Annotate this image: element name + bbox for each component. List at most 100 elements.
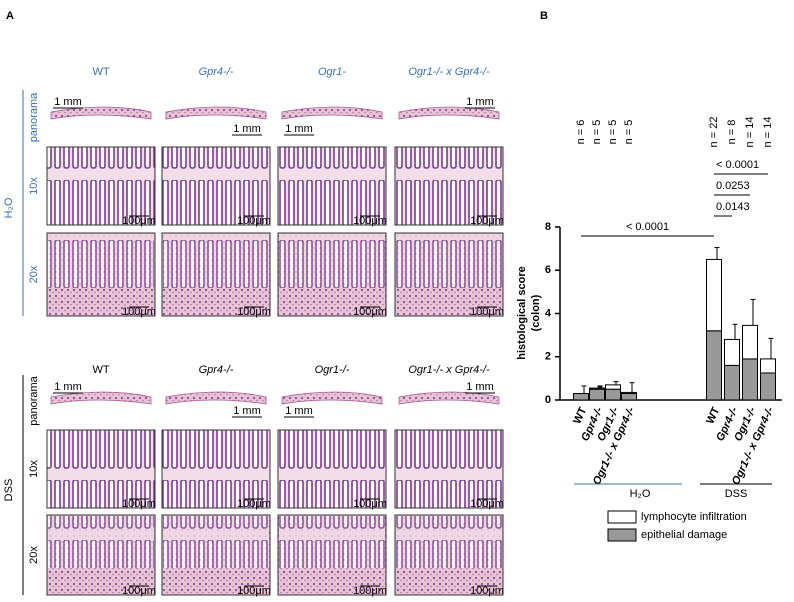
bar-segment bbox=[760, 372, 776, 401]
panorama-image bbox=[50, 106, 152, 120]
column-header: Gpr4-/- bbox=[199, 66, 234, 78]
scale-label: 100μm bbox=[237, 306, 271, 318]
panorama-image bbox=[165, 391, 267, 405]
n-label: n = 14 bbox=[744, 117, 756, 148]
bar-segment bbox=[724, 364, 740, 401]
scale-label: 100μm bbox=[470, 585, 504, 597]
bar-segment bbox=[724, 338, 740, 366]
n-label: n = 5 bbox=[591, 120, 603, 145]
scale-label: 100μm bbox=[470, 306, 504, 318]
panorama-image bbox=[398, 391, 500, 405]
legend-label: lymphocyte infiltration bbox=[641, 511, 747, 523]
n-label: n = 8 bbox=[726, 120, 738, 145]
n-label: n = 5 bbox=[623, 120, 635, 145]
panel-label: A bbox=[6, 10, 14, 22]
scale-label: 100μm bbox=[122, 306, 156, 318]
micrograph bbox=[277, 146, 387, 226]
micrograph bbox=[46, 146, 156, 226]
scale-label: 100μm bbox=[122, 585, 156, 597]
p-value: 0.0253 bbox=[716, 180, 750, 192]
micrograph-overlay bbox=[396, 234, 502, 288]
legend-swatch bbox=[607, 528, 637, 542]
bar-segment bbox=[760, 358, 776, 374]
micrograph-overlay bbox=[48, 516, 154, 568]
scale-label: 1 mm bbox=[466, 96, 494, 108]
column-header: WT bbox=[92, 66, 109, 78]
bar-segment bbox=[621, 391, 637, 395]
y-axis-label: histological score bbox=[516, 266, 528, 360]
micrograph bbox=[161, 146, 271, 226]
p-value: 0.0143 bbox=[716, 201, 750, 213]
condition-label: DSS bbox=[3, 479, 15, 502]
column-header: WT bbox=[92, 364, 109, 376]
y-axis-label: (colon) bbox=[530, 294, 542, 331]
scale-label: 100μm bbox=[237, 498, 271, 510]
y-tick-label: 4 bbox=[545, 307, 552, 319]
bar-segment bbox=[573, 393, 589, 401]
scale-label: 100μm bbox=[353, 498, 387, 510]
scale-label: 100μm bbox=[122, 215, 156, 227]
row-label: 20x bbox=[28, 546, 40, 564]
micrograph-overlay bbox=[163, 234, 269, 288]
p-value: < 0.0001 bbox=[626, 221, 669, 233]
group-label: DSS bbox=[725, 488, 748, 500]
n-label: n = 5 bbox=[607, 120, 619, 145]
row-label: 20x bbox=[28, 265, 40, 283]
bar-segment bbox=[621, 393, 637, 401]
micrograph-overlay bbox=[396, 516, 502, 568]
row-label: panorama bbox=[28, 375, 40, 425]
scale-label: 100μm bbox=[237, 585, 271, 597]
y-tick-label: 8 bbox=[545, 221, 551, 233]
n-label: n = 6 bbox=[575, 120, 587, 145]
bar-segment bbox=[605, 388, 621, 401]
scale-label: 1 mm bbox=[233, 405, 261, 417]
column-header: Gpr4-/- bbox=[199, 364, 234, 376]
panorama-image bbox=[398, 106, 500, 120]
scale-label: 1 mm bbox=[466, 381, 494, 393]
y-tick-label: 2 bbox=[545, 351, 551, 363]
micrograph-overlay bbox=[279, 516, 385, 568]
row-label: 10x bbox=[28, 177, 40, 195]
micrograph bbox=[394, 429, 504, 509]
panorama-image bbox=[281, 106, 383, 120]
micrograph bbox=[394, 146, 504, 226]
scale-label: 1 mm bbox=[54, 381, 82, 393]
micrograph-overlay bbox=[163, 516, 269, 568]
column-header: Ogr1- bbox=[318, 66, 346, 78]
x-tick-label: WT bbox=[704, 405, 722, 426]
scale-label: 1 mm bbox=[285, 123, 313, 135]
scale-label: 100μm bbox=[353, 306, 387, 318]
bar-segment bbox=[589, 388, 605, 401]
column-header: Ogr1-/- x Gpr4-/- bbox=[408, 364, 490, 376]
column-header: Ogr1-/- bbox=[315, 364, 350, 376]
n-label: n = 14 bbox=[762, 117, 774, 148]
legend-swatch bbox=[607, 510, 637, 524]
column-header: Ogr1-/- x Gpr4-/- bbox=[408, 66, 490, 78]
row-label: 10x bbox=[28, 460, 40, 478]
scale-label: 1 mm bbox=[285, 405, 313, 417]
micrograph-overlay bbox=[279, 234, 385, 288]
panorama-image bbox=[281, 391, 383, 405]
group-label: H₂O bbox=[630, 488, 651, 500]
panorama-image bbox=[165, 106, 267, 120]
row-label: panorama bbox=[28, 92, 40, 142]
micrograph bbox=[46, 429, 156, 509]
panorama-image bbox=[50, 391, 152, 405]
n-label: n = 22 bbox=[708, 117, 720, 148]
bar-segment bbox=[605, 384, 621, 390]
panel-label: B bbox=[540, 10, 548, 22]
micrograph-overlay bbox=[48, 234, 154, 288]
bar-segment bbox=[742, 324, 758, 360]
bar-segment bbox=[589, 387, 605, 390]
scale-label: 1 mm bbox=[54, 96, 82, 108]
scale-label: 100μm bbox=[470, 215, 504, 227]
scale-label: 100μm bbox=[237, 215, 271, 227]
bar-segment bbox=[742, 358, 758, 401]
scale-label: 100μm bbox=[353, 215, 387, 227]
micrograph bbox=[161, 429, 271, 509]
y-tick-label: 0 bbox=[545, 394, 551, 406]
bar-segment bbox=[706, 330, 722, 401]
scale-label: 100μm bbox=[122, 498, 156, 510]
condition-label: H₂O bbox=[3, 197, 15, 218]
